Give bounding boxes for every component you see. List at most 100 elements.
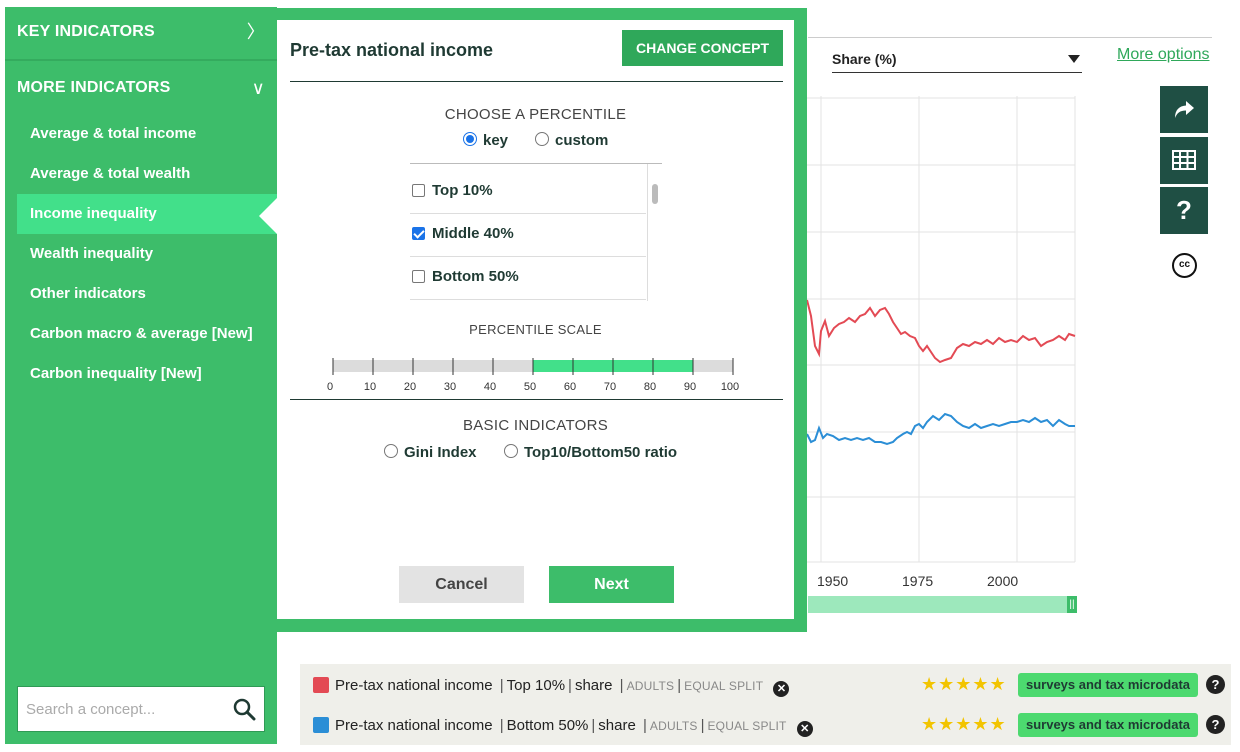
sidebar-item-wealth-inequality[interactable]: Wealth inequality xyxy=(30,245,154,262)
cancel-button[interactable]: Cancel xyxy=(399,566,524,603)
key-indicators-header[interactable]: KEY INDICATORS 〉 xyxy=(5,7,277,57)
mode-key-option[interactable]: key xyxy=(463,132,508,150)
gini-radio[interactable] xyxy=(384,444,398,458)
modal-rule xyxy=(290,399,783,400)
legend-row: Pre-tax national income | Top 10% | share |… xyxy=(300,665,1231,705)
source-badge[interactable]: surveys and tax microdata xyxy=(1018,673,1198,697)
creative-commons-icon[interactable]: cc xyxy=(1172,253,1197,278)
legend-concept: Pre-tax national income xyxy=(335,717,493,734)
basic-indicators-heading: BASIC INDICATORS xyxy=(462,417,609,434)
search-input[interactable] xyxy=(18,687,223,731)
legend-population: ADULTS xyxy=(649,719,698,733)
dropdown-arrow-icon xyxy=(1068,55,1080,63)
series-color-swatch xyxy=(313,677,329,693)
percentile-modal: Pre-tax national income CHANGE CONCEPT C… xyxy=(277,8,807,632)
chart-gridlines xyxy=(807,96,1076,563)
help-circle-icon[interactable]: ? xyxy=(1206,715,1225,734)
time-range-slider[interactable]: || xyxy=(808,596,1077,613)
remove-series-icon[interactable]: ✕ xyxy=(773,681,790,697)
help-button[interactable]: ? xyxy=(1160,187,1208,234)
quality-stars: ★★★★★ xyxy=(921,714,1007,734)
legend-unit: share xyxy=(598,717,636,734)
more-indicators-header[interactable]: MORE INDICATORS ∨ xyxy=(5,63,277,113)
scrollbar-thumb[interactable] xyxy=(652,184,658,204)
percentile-scale[interactable]: 0 10 20 30 40 50 60 70 80 90 100 xyxy=(317,342,757,392)
unit-select-value: Share (%) xyxy=(832,51,897,67)
sidebar-item-carbon-inequality[interactable]: Carbon inequality [New] xyxy=(30,365,202,382)
legend-population: ADULTS xyxy=(626,679,675,693)
mode-key-radio[interactable] xyxy=(463,132,477,146)
percentile-scale-heading: PERCENTILE SCALE xyxy=(469,322,602,337)
percentile-checkbox-middle40[interactable] xyxy=(412,227,425,240)
chevron-right-icon: 〉 xyxy=(246,22,265,42)
legend-row: Pre-tax national income | Bottom 50% | shar… xyxy=(300,705,1231,745)
more-options-link[interactable]: More options xyxy=(1117,46,1210,63)
next-button[interactable]: Next xyxy=(549,566,674,603)
legend-row-text: Pre-tax national income | Bottom 50% | shar… xyxy=(335,717,813,737)
source-badge[interactable]: surveys and tax microdata xyxy=(1018,713,1198,737)
series-color-swatch xyxy=(313,717,329,733)
legend-split: EQUAL SPLIT xyxy=(684,679,764,693)
sidebar-item-carbon-macro[interactable]: Carbon macro & average [New] xyxy=(30,325,253,342)
remove-series-icon[interactable]: ✕ xyxy=(796,721,813,737)
search-icon[interactable] xyxy=(232,697,256,721)
sidebar-item-other-indicators[interactable]: Other indicators xyxy=(30,285,146,302)
mode-key-label: key xyxy=(483,132,509,149)
percentile-label: Middle 40% xyxy=(432,225,514,242)
scale-tick-label: 20 xyxy=(404,381,416,392)
list-item[interactable]: Top 10% xyxy=(410,171,646,214)
mode-custom-label: custom xyxy=(555,132,609,149)
table-button[interactable] xyxy=(1160,137,1208,184)
percentile-label: Top 10% xyxy=(432,182,493,199)
active-item-pointer xyxy=(259,196,279,236)
scale-tick-label: 80 xyxy=(644,381,656,392)
scale-tick-label: 30 xyxy=(444,381,456,392)
legend-unit: share xyxy=(574,677,613,694)
series-legend: Pre-tax national income | Top 10% | share |… xyxy=(300,664,1231,745)
gini-label: Gini Index xyxy=(404,444,477,461)
sidebar-item-income-inequality[interactable]: Income inequality xyxy=(17,194,277,234)
list-item[interactable]: Middle 40% xyxy=(410,214,646,257)
legend-percentile: Bottom 50% xyxy=(506,717,589,734)
sidebar-divider xyxy=(5,59,277,61)
share-arrow-icon xyxy=(1175,101,1194,118)
change-concept-button[interactable]: CHANGE CONCEPT xyxy=(622,30,783,66)
mode-custom-option[interactable]: custom xyxy=(535,132,608,150)
scale-tick-label: 90 xyxy=(684,381,696,392)
scale-tick-label: 0 xyxy=(327,381,333,392)
scale-tick-label: 50 xyxy=(524,381,536,392)
share-button[interactable] xyxy=(1160,86,1208,133)
concept-search xyxy=(17,686,265,732)
legend-row-text: Pre-tax national income | Top 10% | share |… xyxy=(335,677,790,697)
scale-tick-label: 10 xyxy=(364,381,376,392)
series-bottom50-line xyxy=(807,412,1075,446)
ratio-option[interactable]: Top10/Bottom50 ratio xyxy=(504,444,677,462)
unit-select[interactable]: Share (%) xyxy=(832,51,1082,73)
list-item[interactable]: Bottom 50% xyxy=(410,257,646,300)
list-scrollbar[interactable] xyxy=(647,164,662,301)
time-range-handle[interactable]: || xyxy=(1067,596,1077,613)
percentile-list: Top 10% Middle 40% Bottom 50% xyxy=(410,163,662,301)
scale-tick-label: 40 xyxy=(484,381,496,392)
scale-tick-label: 60 xyxy=(564,381,576,392)
table-icon xyxy=(1172,150,1196,170)
percentile-checkbox-top10[interactable] xyxy=(412,184,425,197)
scale-tick-label: 70 xyxy=(604,381,616,392)
gini-option[interactable]: Gini Index xyxy=(384,444,477,462)
sidebar-item-average-total-income[interactable]: Average & total income xyxy=(30,125,197,142)
modal-panel: Pre-tax national income CHANGE CONCEPT C… xyxy=(277,20,794,619)
modal-title: Pre-tax national income xyxy=(290,40,494,60)
ratio-label: Top10/Bottom50 ratio xyxy=(524,444,678,461)
mode-custom-radio[interactable] xyxy=(535,132,549,146)
quality-stars: ★★★★★ xyxy=(921,674,1007,694)
x-tick-label: 1975 xyxy=(902,573,934,589)
scale-tick-label: 100 xyxy=(721,381,739,392)
help-circle-icon[interactable]: ? xyxy=(1206,675,1225,694)
modal-rule xyxy=(290,81,783,82)
ratio-radio[interactable] xyxy=(504,444,518,458)
choose-percentile-heading: CHOOSE A PERCENTILE xyxy=(444,106,627,123)
line-chart xyxy=(807,96,1076,563)
percentile-label: Bottom 50% xyxy=(432,268,519,285)
sidebar-item-average-total-wealth[interactable]: Average & total wealth xyxy=(30,165,191,182)
percentile-checkbox-bottom50[interactable] xyxy=(412,270,425,283)
